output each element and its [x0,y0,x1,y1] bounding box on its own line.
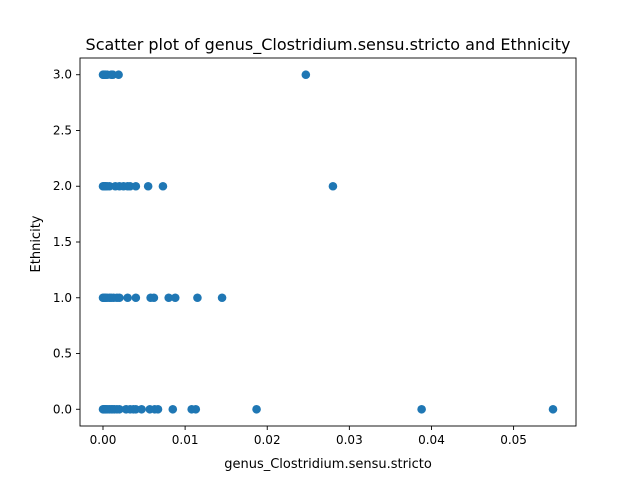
data-point [149,293,159,303]
x-tick-label: 0.02 [254,433,281,447]
data-point [137,404,146,414]
data-point [143,181,153,191]
data-point [548,404,558,414]
data-point [131,293,141,303]
data-point [153,404,163,414]
y-tick-label: 2.5 [53,123,72,137]
y-axis-label: Ethnicity [29,215,44,272]
chart-title: Scatter plot of genus_Clostridium.sensu.… [86,35,571,55]
data-point [217,293,227,303]
x-tick-label: 0.04 [418,433,445,447]
data-point [193,293,202,303]
y-tick-label: 2.0 [53,179,72,193]
y-tick-label: 1.5 [53,235,72,249]
data-point [114,70,123,80]
data-point [301,70,311,80]
data-point [168,404,178,414]
data-point [252,404,261,414]
y-tick-label: 0.0 [53,402,72,416]
plot-frame [79,57,577,427]
data-point [328,181,338,191]
data-point [164,293,173,303]
data-point [123,293,132,303]
y-tick-label: 1.0 [53,291,72,305]
x-tick-label: 0.01 [172,433,199,447]
y-tick-label: 3.0 [53,68,72,82]
y-tick-label: 0.5 [53,347,72,361]
x-tick-label: 0.05 [500,433,527,447]
data-point [115,293,124,303]
data-point [417,404,426,414]
x-axis-label: genus_Clostridium.sensu.stricto [224,457,432,472]
data-point [191,404,201,414]
data-point [131,181,141,191]
data-point [115,404,124,414]
data-point [158,181,168,191]
x-tick-label: 0.00 [90,433,117,447]
data-point [170,293,180,303]
plot-area: 0.00 0.01 0.02 0.03 0.04 0.05 0.0 0.5 1.0 1.5 2.0 2… [53,57,577,447]
x-tick-label: 0.03 [336,433,363,447]
